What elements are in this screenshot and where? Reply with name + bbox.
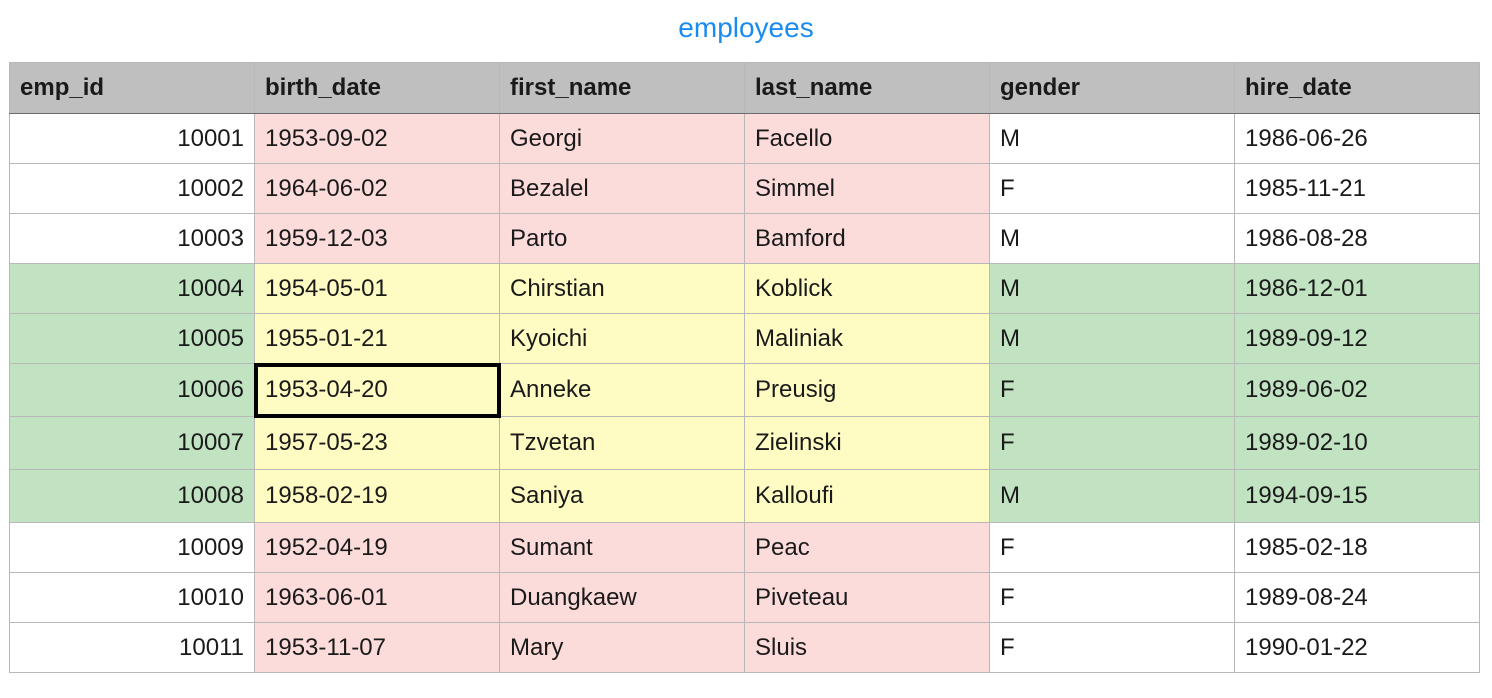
table-cell[interactable]: M xyxy=(989,213,1235,264)
table-cell[interactable]: 10010 xyxy=(9,572,255,623)
table-cell[interactable]: 1954-05-01 xyxy=(254,263,500,314)
column-header-hire-date[interactable]: hire_date xyxy=(1234,62,1480,114)
table-cell[interactable]: 1986-12-01 xyxy=(1234,263,1480,314)
table-cell[interactable]: Sumant xyxy=(499,522,745,573)
table-cell[interactable]: Chirstian xyxy=(499,263,745,314)
table-row: 10005 1955-01-21 Kyoichi Maliniak M 1989… xyxy=(9,313,1480,364)
table-cell[interactable]: Koblick xyxy=(744,263,990,314)
column-header-emp-id[interactable]: emp_id xyxy=(9,62,255,114)
table-cell[interactable]: Anneke xyxy=(499,363,745,417)
table-row: 10002 1964-06-02 Bezalel Simmel F 1985-1… xyxy=(9,163,1480,214)
table-cell[interactable]: 10001 xyxy=(9,113,255,164)
table-cell[interactable]: 1989-06-02 xyxy=(1234,363,1480,417)
table-cell[interactable]: 10006 xyxy=(9,363,255,417)
table-cell[interactable]: Saniya xyxy=(499,469,745,523)
table-cell[interactable]: 1952-04-19 xyxy=(254,522,500,573)
table-cell[interactable]: Kalloufi xyxy=(744,469,990,523)
table-cell[interactable]: 1989-08-24 xyxy=(1234,572,1480,623)
table-cell[interactable]: 1986-06-26 xyxy=(1234,113,1480,164)
table-cell[interactable]: M xyxy=(989,113,1235,164)
table-row: 10011 1953-11-07 Mary Sluis F 1990-01-22 xyxy=(9,622,1480,673)
header-row: emp_id birth_date first_name last_name g… xyxy=(9,62,1480,114)
column-header-last-name[interactable]: last_name xyxy=(744,62,990,114)
table-row: 10008 1958-02-19 Saniya Kalloufi M 1994-… xyxy=(9,469,1480,523)
table-cell[interactable]: Kyoichi xyxy=(499,313,745,364)
table-cell[interactable]: Bamford xyxy=(744,213,990,264)
table-cell[interactable]: 1985-11-21 xyxy=(1234,163,1480,214)
table-cell[interactable]: 1964-06-02 xyxy=(254,163,500,214)
table-cell[interactable]: 1955-01-21 xyxy=(254,313,500,364)
table-cell[interactable]: Duangkaew xyxy=(499,572,745,623)
table-cell[interactable]: Sluis xyxy=(744,622,990,673)
table-cell[interactable]: 1953-11-07 xyxy=(254,622,500,673)
column-header-birth-date[interactable]: birth_date xyxy=(254,62,500,114)
table-cell[interactable]: 1958-02-19 xyxy=(254,469,500,523)
table-cell[interactable]: Maliniak xyxy=(744,313,990,364)
table-cell[interactable]: M xyxy=(989,469,1235,523)
table-cell[interactable]: 1994-09-15 xyxy=(1234,469,1480,523)
table-row: 10006 1953-04-20 Anneke Preusig F 1989-0… xyxy=(9,362,1480,418)
table-cell[interactable]: Simmel xyxy=(744,163,990,214)
table-cell[interactable]: F xyxy=(989,416,1235,470)
selected-cell[interactable]: 1953-04-20 xyxy=(253,362,501,418)
table-cell[interactable]: F xyxy=(989,363,1235,417)
table-cell[interactable]: F xyxy=(989,163,1235,214)
table-row: 10001 1953-09-02 Georgi Facello M 1986-0… xyxy=(9,113,1480,164)
table-cell[interactable]: 1985-02-18 xyxy=(1234,522,1480,573)
table-cell[interactable]: 1957-05-23 xyxy=(254,416,500,470)
table-cell[interactable]: 10005 xyxy=(9,313,255,364)
table-cell[interactable]: 10007 xyxy=(9,416,255,470)
table-cell[interactable]: M xyxy=(989,313,1235,364)
table-cell[interactable]: 1989-02-10 xyxy=(1234,416,1480,470)
table-cell[interactable]: Parto xyxy=(499,213,745,264)
employees-table: emp_id birth_date first_name last_name g… xyxy=(9,62,1480,673)
table-cell[interactable]: 10004 xyxy=(9,263,255,314)
table-cell[interactable]: Bezalel xyxy=(499,163,745,214)
table-cell[interactable]: 10003 xyxy=(9,213,255,264)
table-row: 10010 1963-06-01 Duangkaew Piveteau F 19… xyxy=(9,572,1480,623)
table-cell[interactable]: 10009 xyxy=(9,522,255,573)
table-cell[interactable]: Preusig xyxy=(744,363,990,417)
table-cell[interactable]: 1986-08-28 xyxy=(1234,213,1480,264)
table-row: 10003 1959-12-03 Parto Bamford M 1986-08… xyxy=(9,213,1480,264)
table-cell[interactable]: F xyxy=(989,572,1235,623)
table-cell[interactable]: Zielinski xyxy=(744,416,990,470)
table-row: 10007 1957-05-23 Tzvetan Zielinski F 198… xyxy=(9,416,1480,470)
table-cell[interactable]: 10008 xyxy=(9,469,255,523)
column-header-first-name[interactable]: first_name xyxy=(499,62,745,114)
table-cell[interactable]: F xyxy=(989,522,1235,573)
table-cell[interactable]: Peac xyxy=(744,522,990,573)
table-cell[interactable]: 1989-09-12 xyxy=(1234,313,1480,364)
table-cell[interactable]: Mary xyxy=(499,622,745,673)
table-cell[interactable]: 1953-09-02 xyxy=(254,113,500,164)
table-cell[interactable]: 1990-01-22 xyxy=(1234,622,1480,673)
table-cell[interactable]: 1959-12-03 xyxy=(254,213,500,264)
table-cell[interactable]: Tzvetan xyxy=(499,416,745,470)
table-cell[interactable]: Piveteau xyxy=(744,572,990,623)
table-cell[interactable]: M xyxy=(989,263,1235,314)
table-cell[interactable]: Facello xyxy=(744,113,990,164)
table-cell[interactable]: 10002 xyxy=(9,163,255,214)
table-title[interactable]: employees xyxy=(678,12,814,43)
table-cell[interactable]: F xyxy=(989,622,1235,673)
table-cell[interactable]: 1963-06-01 xyxy=(254,572,500,623)
table-cell[interactable]: 10011 xyxy=(9,622,255,673)
table-row: 10004 1954-05-01 Chirstian Koblick M 198… xyxy=(9,263,1480,314)
table-row: 10009 1952-04-19 Sumant Peac F 1985-02-1… xyxy=(9,522,1480,573)
column-header-gender[interactable]: gender xyxy=(989,62,1235,114)
table-cell[interactable]: Georgi xyxy=(499,113,745,164)
